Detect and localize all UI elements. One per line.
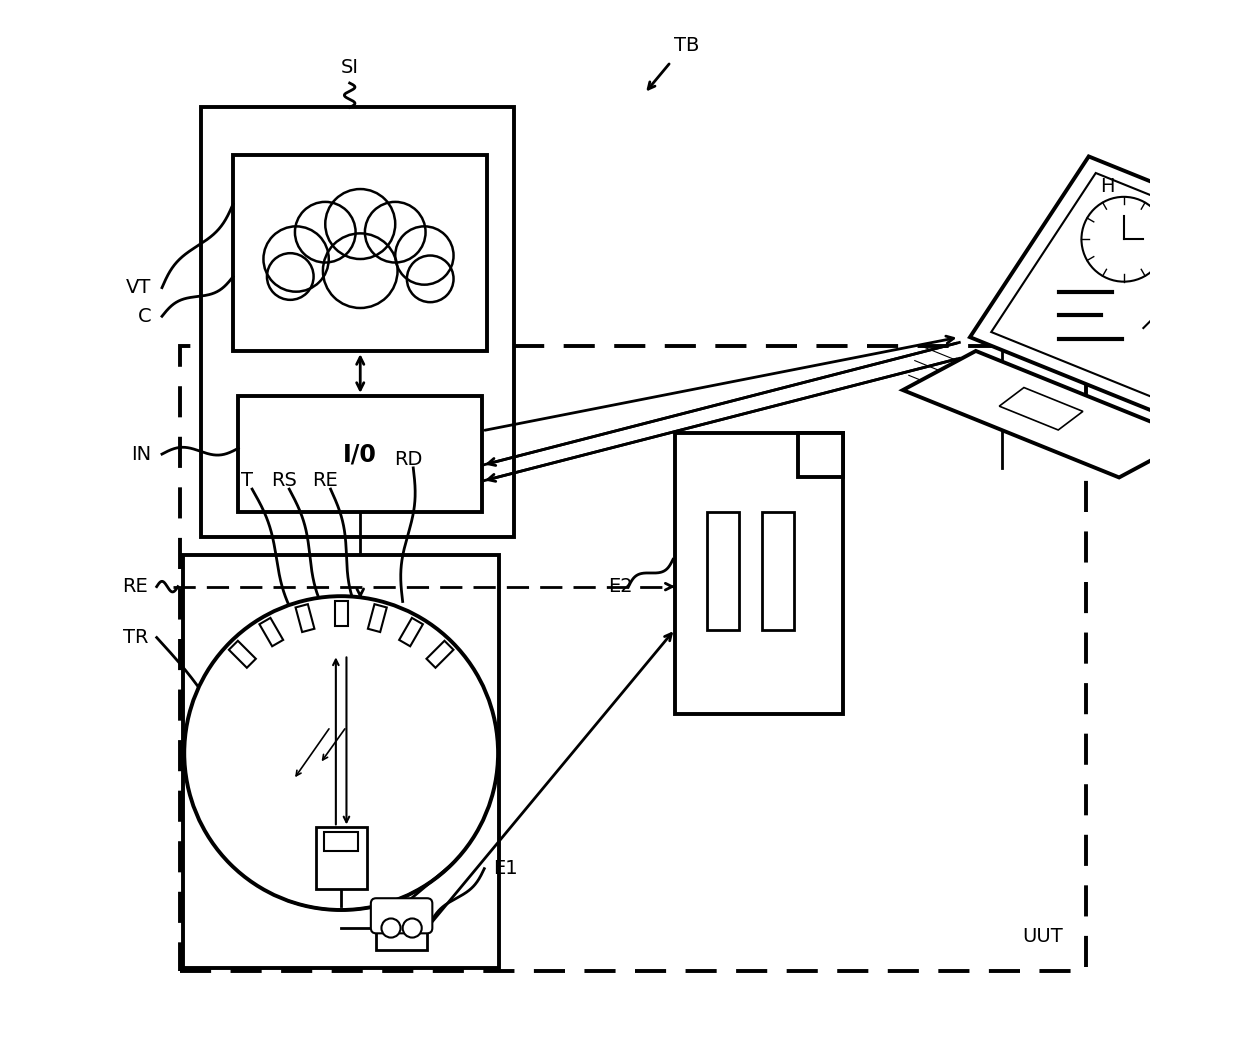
Circle shape <box>365 202 425 263</box>
Text: RE: RE <box>123 577 149 596</box>
Text: TB: TB <box>675 36 699 55</box>
Bar <box>376 906 427 950</box>
Circle shape <box>185 596 498 910</box>
Text: RD: RD <box>394 450 422 469</box>
Circle shape <box>1173 235 1240 316</box>
Text: VT: VT <box>126 279 151 298</box>
Text: E1: E1 <box>492 859 517 878</box>
Bar <box>316 827 367 889</box>
Circle shape <box>382 918 401 938</box>
Text: IN: IN <box>131 444 151 463</box>
Circle shape <box>263 226 329 291</box>
Circle shape <box>325 189 396 259</box>
Bar <box>368 604 387 632</box>
Bar <box>229 641 255 668</box>
Polygon shape <box>799 433 843 477</box>
Text: C: C <box>138 307 151 325</box>
Text: UUT: UUT <box>1023 927 1063 946</box>
Polygon shape <box>970 156 1240 433</box>
Text: SI: SI <box>341 57 358 77</box>
Polygon shape <box>991 173 1240 416</box>
Text: T: T <box>241 471 253 490</box>
Text: E2: E2 <box>608 577 632 596</box>
Bar <box>259 618 283 646</box>
Polygon shape <box>903 351 1192 477</box>
Circle shape <box>396 226 454 285</box>
Bar <box>675 433 843 714</box>
Polygon shape <box>999 388 1083 431</box>
Bar <box>763 511 794 629</box>
Bar <box>233 155 487 351</box>
Text: RS: RS <box>272 471 296 490</box>
Circle shape <box>1081 197 1167 282</box>
Circle shape <box>407 255 454 302</box>
Bar <box>184 555 500 968</box>
FancyBboxPatch shape <box>371 898 433 933</box>
Bar <box>201 107 513 537</box>
Circle shape <box>295 202 356 263</box>
Bar <box>180 345 1086 972</box>
Text: I/0: I/0 <box>343 442 377 466</box>
Bar <box>324 831 358 850</box>
Bar <box>427 641 454 668</box>
Bar <box>399 618 423 646</box>
Circle shape <box>322 234 398 308</box>
Bar <box>295 604 315 632</box>
Circle shape <box>267 253 314 300</box>
Bar <box>335 601 347 626</box>
Bar <box>238 395 482 512</box>
Text: H: H <box>1100 178 1115 197</box>
Text: RE: RE <box>312 471 339 490</box>
Text: TR: TR <box>123 628 149 647</box>
Circle shape <box>403 918 422 938</box>
Bar <box>707 511 739 629</box>
